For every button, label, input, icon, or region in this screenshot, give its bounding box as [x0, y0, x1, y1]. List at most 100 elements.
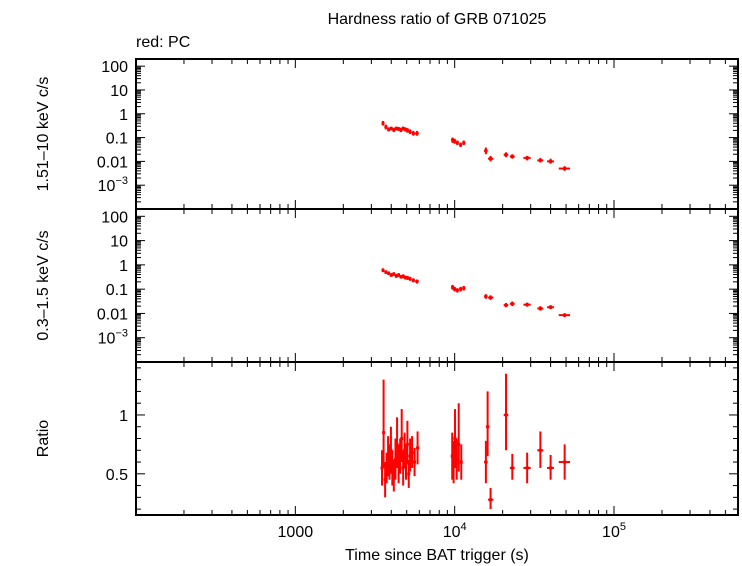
y-axis-label-soft: 0.3–1.5 keV c/s — [35, 230, 52, 340]
data-marker — [455, 458, 459, 462]
y-tick-label-hard: 10−3 — [98, 175, 128, 195]
data-marker — [416, 446, 420, 450]
data-point-soft — [455, 288, 459, 293]
y-tick-label-hard: 10 — [110, 83, 128, 100]
data-marker — [381, 268, 385, 272]
data-point-hard — [394, 126, 398, 131]
data-point-soft — [484, 294, 488, 299]
data-marker — [504, 153, 508, 157]
data-marker — [452, 460, 456, 464]
data-marker — [387, 127, 391, 131]
data-marker — [408, 277, 412, 281]
y-tick-label-soft: 0.1 — [106, 282, 128, 299]
data-marker — [484, 460, 488, 464]
data-point-ratio — [407, 459, 411, 488]
data-point-ratio — [488, 487, 494, 510]
chart-title: Hardness ratio of GRB 071025 — [328, 11, 547, 28]
y-tick-label-soft: 0.01 — [97, 306, 128, 323]
data-marker — [389, 127, 393, 131]
data-marker — [457, 442, 461, 446]
data-marker — [563, 460, 567, 464]
data-marker — [563, 167, 567, 171]
data-point-soft — [451, 284, 455, 290]
data-marker — [549, 466, 553, 470]
y-tick-label-ratio: 0.5 — [106, 467, 128, 484]
data-point-hard — [453, 138, 457, 144]
data-marker — [415, 279, 419, 283]
data-marker — [538, 306, 542, 310]
data-point-hard — [537, 157, 544, 163]
data-point-hard — [397, 126, 401, 131]
data-marker — [538, 448, 542, 452]
data-point-soft — [459, 286, 463, 292]
data-point-hard — [503, 152, 509, 158]
data-marker — [486, 425, 490, 429]
data-point-ratio — [523, 452, 531, 484]
data-marker — [400, 437, 404, 440]
data-marker — [380, 466, 384, 470]
y-tick-label-soft: 10 — [110, 234, 128, 251]
data-marker — [392, 128, 396, 132]
data-point-ratio — [405, 420, 409, 465]
data-marker — [405, 276, 409, 280]
data-marker — [382, 431, 386, 435]
data-point-ratio — [380, 450, 384, 486]
data-point-ratio — [453, 409, 457, 468]
data-marker — [413, 460, 417, 464]
data-marker — [404, 460, 408, 464]
data-point-ratio — [537, 431, 544, 468]
data-marker — [401, 466, 405, 470]
data-point-soft — [509, 301, 515, 307]
data-marker — [525, 303, 529, 307]
data-point-soft — [537, 306, 544, 311]
panel-hard: 1.51–10 keV c/s 100 10 1 0.1 0.01 10−3 — [35, 58, 739, 210]
data-marker — [384, 270, 388, 274]
data-marker — [386, 454, 390, 458]
data-marker — [397, 127, 401, 131]
data-point-hard — [384, 124, 388, 130]
y-tick-label-hard: 100 — [101, 59, 128, 76]
data-point-ratio — [509, 453, 515, 480]
panel-ratio: Ratio 1 0.5 — [35, 361, 739, 516]
data-point-ratio — [455, 438, 459, 480]
data-marker — [392, 474, 396, 478]
data-point-ratio — [398, 438, 402, 474]
data-point-ratio — [400, 409, 404, 463]
data-marker — [563, 313, 567, 317]
data-marker — [399, 128, 403, 132]
data-point-hard — [389, 126, 393, 131]
data-point-soft — [411, 278, 415, 283]
data-point-ratio — [392, 459, 396, 492]
data-point-ratio — [395, 417, 399, 468]
data-point-soft — [405, 275, 409, 280]
data-point-soft — [397, 273, 401, 277]
data-point-soft — [389, 273, 393, 277]
data-marker — [405, 442, 409, 446]
data-marker — [462, 286, 466, 290]
data-marker — [489, 157, 493, 161]
data-marker — [397, 273, 401, 277]
data-point-ratio — [382, 379, 386, 468]
panel-frame-soft — [135, 208, 739, 363]
data-marker — [393, 458, 397, 462]
data-point-ratio — [413, 447, 417, 477]
data-point-soft — [547, 305, 554, 310]
chart-panels: 1.51–10 keV c/s1001010.10.0110−30.3–1.5 … — [35, 58, 739, 541]
data-marker — [392, 272, 396, 276]
data-point-soft — [399, 275, 403, 279]
data-point-ratio — [484, 440, 488, 484]
data-point-hard — [547, 158, 554, 164]
data-marker — [455, 141, 459, 145]
y-tick-label-ratio: 1 — [119, 408, 128, 425]
data-point-soft — [392, 272, 396, 276]
data-point-soft — [523, 302, 531, 307]
data-marker — [394, 274, 398, 278]
data-point-hard — [408, 129, 412, 135]
data-point-hard — [459, 142, 463, 148]
data-point-ratio — [459, 444, 463, 480]
y-tick-label-hard: 1 — [119, 107, 128, 124]
chart-subtitle: red: PC — [136, 34, 190, 51]
data-marker — [410, 451, 414, 455]
data-point-hard — [392, 127, 396, 133]
data-marker — [450, 454, 454, 458]
